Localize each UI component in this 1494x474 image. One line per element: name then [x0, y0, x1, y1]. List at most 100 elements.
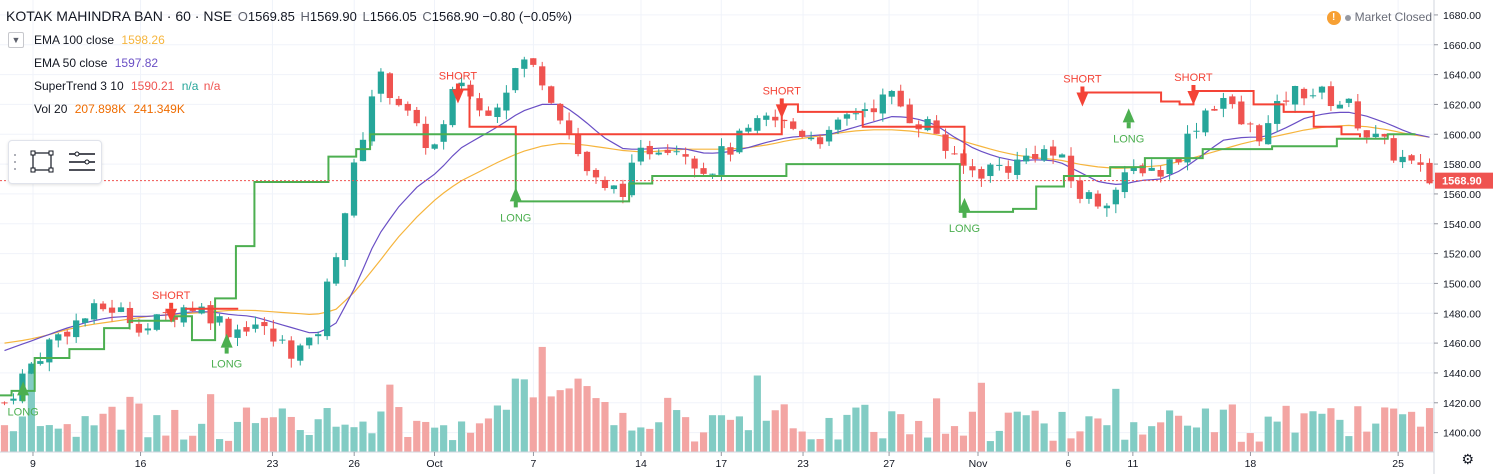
volume-bar: [296, 430, 304, 452]
line-settings-icon[interactable]: [69, 151, 95, 171]
candle-body: [117, 307, 125, 312]
price-tick-label: 1460.00: [1443, 338, 1481, 350]
volume-bar: [682, 417, 690, 452]
candle-body: [548, 86, 555, 103]
volume-bar: [1372, 423, 1380, 452]
ema100-line: [4, 124, 1430, 344]
gear-icon[interactable]: ⚙: [1461, 451, 1474, 467]
volume-bar: [0, 425, 9, 452]
legend-ema50[interactable]: EMA 50 close 1597.82: [34, 56, 158, 70]
volume-bar: [63, 424, 71, 452]
candle-body: [1274, 101, 1281, 124]
candle-body: [1381, 133, 1388, 137]
price-tick-label: 1540.00: [1443, 219, 1481, 231]
candle-body: [987, 164, 994, 177]
volume-bar: [1049, 440, 1057, 452]
candle-body: [1014, 159, 1021, 175]
time-tick-label: 14: [635, 458, 647, 470]
volume-bar: [628, 430, 636, 452]
candle-body: [422, 123, 429, 149]
volume-bar: [207, 394, 215, 452]
long-arrow-stem: [1126, 122, 1131, 129]
market-status-text: Market Closed: [1354, 10, 1432, 24]
candle-body: [691, 158, 698, 169]
candle-body: [816, 137, 824, 145]
warning-icon[interactable]: !: [1326, 10, 1341, 25]
volume-bar: [915, 420, 923, 452]
candle-body: [1426, 162, 1433, 184]
candle-body: [467, 84, 474, 97]
candle-body: [1247, 123, 1254, 125]
volume-bar: [888, 411, 896, 452]
volume-bar: [1318, 413, 1326, 452]
volume-bar: [986, 441, 994, 452]
candle-body: [404, 103, 411, 111]
change-value: −0.80 (−0.05%): [482, 9, 573, 24]
volume-bar: [278, 408, 286, 452]
candle-body: [37, 361, 44, 364]
rectangle-tool-icon[interactable]: [30, 150, 54, 173]
collapse-legend-button[interactable]: ▼: [8, 32, 24, 48]
supertrend-lines: [0, 88, 1416, 397]
volume-bar: [565, 388, 573, 452]
volume-bar: [153, 415, 161, 452]
short-signal-label: SHORT: [763, 85, 802, 97]
volume-bar: [1228, 404, 1236, 452]
volume-bar: [610, 425, 618, 452]
candle-body: [942, 134, 949, 151]
volume-bar: [404, 436, 412, 452]
candle-body: [225, 318, 232, 338]
ema50-name: EMA 50 close: [34, 56, 108, 70]
volume-bar: [601, 401, 609, 452]
volume-bar: [54, 428, 62, 452]
candle-body: [368, 96, 376, 142]
time-tick-label: 23: [267, 458, 279, 470]
long-arrow-stem: [224, 347, 229, 354]
price-axis[interactable]: 1680.00 1660.00 1640.00 1620.00 1600.00 1580.…: [1433, 0, 1481, 474]
long-signal-label: LONG: [949, 223, 980, 235]
candle-body: [969, 166, 976, 171]
candle-body: [601, 179, 609, 188]
candle-body: [252, 324, 259, 329]
short-arrow-stem: [1080, 86, 1085, 93]
volume-bar: [1121, 439, 1129, 452]
volume-bar: [556, 390, 564, 452]
price-tick-label: 1420.00: [1443, 398, 1481, 410]
volume-bar: [1363, 431, 1371, 452]
price-tick-label: 1680.00: [1443, 10, 1481, 22]
legend-ema100[interactable]: EMA 100 close 1598.26: [34, 33, 165, 47]
volume-bar: [126, 396, 134, 452]
candle-body: [745, 127, 752, 132]
volume-bar: [323, 408, 331, 452]
volume-bar: [977, 382, 985, 452]
volume-bar: [332, 426, 340, 452]
volume-bar: [1345, 436, 1353, 452]
candle-body: [637, 147, 644, 162]
candle-body: [843, 114, 851, 119]
volume-bar: [1255, 441, 1263, 452]
candle-body: [1345, 98, 1352, 103]
volume-bar: [1192, 427, 1201, 452]
candle-body: [583, 151, 591, 172]
candle-body: [539, 66, 546, 86]
volume-bar: [431, 427, 439, 452]
symbol-title[interactable]: KOTAK MAHINDRA BAN · 60 · NSE: [6, 8, 233, 24]
candle-body: [1058, 154, 1066, 158]
candle-body: [772, 116, 779, 121]
candle-body: [1336, 104, 1344, 109]
legend-supertrend[interactable]: SuperTrend 3 10 1590.21 n/a n/a: [34, 79, 220, 93]
candle-body: [55, 334, 62, 341]
candle-body: [664, 149, 671, 153]
candle-body: [243, 327, 250, 332]
time-axis[interactable]: 9 16 23 26 Oct 7 14 17 23 27 Nov 6 11 18 25: [0, 451, 1434, 470]
volume-bar: [18, 416, 26, 452]
long-arrow-icon: [17, 381, 30, 396]
candle-body: [1040, 149, 1048, 161]
drag-handle-icon[interactable]: [14, 154, 16, 170]
legend-volume[interactable]: Vol 20 207.898K 241.349K: [34, 102, 185, 116]
candle-body: [279, 339, 286, 341]
volume-bar: [1130, 422, 1138, 452]
volume-bar: [466, 432, 475, 452]
volume-bar: [1166, 410, 1174, 452]
